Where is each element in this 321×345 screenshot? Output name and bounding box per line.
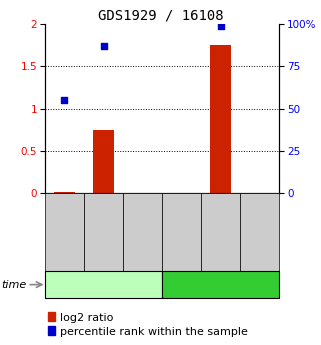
Text: 6 h: 6 h [95,280,112,289]
Bar [210,45,231,193]
Text: GSM85327: GSM85327 [216,210,225,254]
Text: GSM85323: GSM85323 [60,210,69,254]
Text: 24 h: 24 h [208,280,233,289]
Text: GDS1929 / 16108: GDS1929 / 16108 [98,9,223,23]
Text: GSM85328: GSM85328 [255,210,264,254]
Text: GSM85326: GSM85326 [177,210,186,254]
Text: GSM85325: GSM85325 [138,210,147,254]
Bar [54,191,75,193]
Text: log2 ratio: log2 ratio [60,313,113,323]
Point [101,43,106,49]
Bar [93,130,114,193]
Text: GSM85324: GSM85324 [99,210,108,254]
Text: percentile rank within the sample: percentile rank within the sample [60,327,248,337]
Point [62,97,67,103]
Point [218,23,223,29]
Text: time: time [2,280,27,289]
